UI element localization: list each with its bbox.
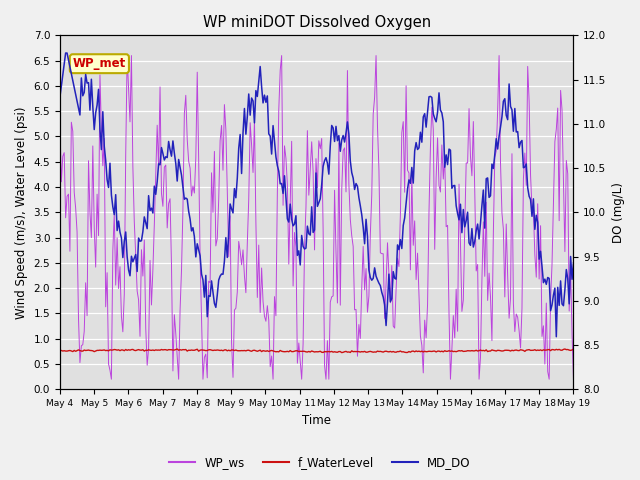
Y-axis label: Wind Speed (m/s), Water Level (psi): Wind Speed (m/s), Water Level (psi) (15, 106, 28, 319)
Legend: WP_ws, f_WaterLevel, MD_DO: WP_ws, f_WaterLevel, MD_DO (164, 452, 476, 474)
X-axis label: Time: Time (302, 414, 331, 427)
Title: WP miniDOT Dissolved Oxygen: WP miniDOT Dissolved Oxygen (203, 15, 431, 30)
Text: WP_met: WP_met (73, 57, 126, 70)
Y-axis label: DO (mg/L): DO (mg/L) (612, 182, 625, 243)
